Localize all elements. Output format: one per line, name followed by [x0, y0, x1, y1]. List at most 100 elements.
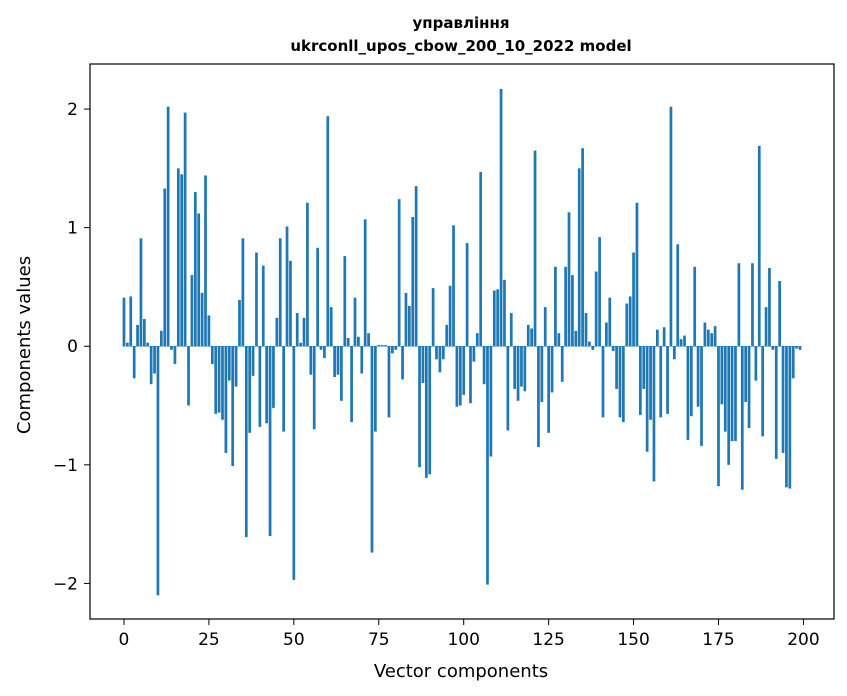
bar [166, 106, 170, 347]
y-tick-label: 0 [67, 337, 78, 357]
bar [520, 346, 523, 387]
bar [496, 289, 500, 347]
bar [146, 342, 150, 347]
bar [411, 216, 415, 347]
x-tick-label: 125 [532, 630, 564, 650]
bar [180, 174, 184, 347]
bar [479, 171, 483, 347]
bar [187, 346, 190, 406]
plot-frame [89, 63, 835, 620]
bar [458, 346, 462, 406]
bar [734, 346, 737, 442]
bar [611, 346, 615, 351]
bar [649, 346, 652, 420]
x-tick-label: 25 [198, 630, 220, 650]
bar [210, 346, 214, 365]
bar [574, 330, 578, 347]
bar [329, 307, 333, 347]
bar [693, 266, 697, 347]
bar [571, 275, 574, 347]
bar [377, 345, 381, 347]
bar [207, 315, 211, 347]
bar [289, 260, 292, 347]
x-tick-label: 200 [787, 630, 819, 650]
bar [156, 346, 160, 596]
bar [367, 333, 370, 347]
bar [265, 346, 269, 424]
bar [703, 322, 707, 347]
bar [455, 346, 459, 407]
bar [547, 346, 550, 433]
bar [170, 346, 173, 350]
bar [730, 346, 734, 442]
bar [448, 285, 452, 347]
bar [598, 237, 601, 347]
bar [312, 346, 316, 430]
bar [526, 324, 530, 347]
bar [217, 346, 221, 413]
x-tick-label: 50 [283, 630, 305, 650]
bar [560, 346, 564, 382]
bar [363, 219, 367, 347]
bar [516, 346, 520, 401]
bar [564, 266, 567, 347]
bar [740, 346, 744, 490]
bar [238, 299, 241, 347]
chart-title-line1: управління [413, 14, 510, 32]
bar [407, 305, 411, 347]
bar [710, 333, 714, 347]
bar [292, 346, 296, 580]
x-tick-label: 75 [368, 630, 390, 650]
bar [700, 346, 703, 446]
bar [754, 346, 758, 381]
bar [554, 266, 557, 347]
bar [676, 244, 680, 347]
bar [183, 112, 187, 347]
bar [798, 346, 802, 350]
bar [153, 346, 156, 374]
bar [380, 345, 384, 347]
bar [173, 346, 177, 365]
bar [268, 346, 272, 536]
y-tick-label: 2 [67, 100, 78, 120]
bar [659, 346, 663, 418]
bar [323, 346, 326, 359]
bar [601, 346, 605, 418]
bar [346, 337, 350, 347]
bar [737, 263, 741, 347]
bar [608, 297, 612, 347]
bar [757, 145, 761, 347]
bar [435, 346, 438, 360]
x-axis-label: Vector components [374, 661, 548, 682]
bar [506, 346, 510, 431]
bar [414, 186, 418, 347]
bar [639, 346, 642, 416]
bar [391, 346, 394, 354]
bar [781, 346, 785, 453]
bar [482, 346, 486, 385]
bar [319, 346, 323, 350]
bar [421, 346, 425, 383]
bar [764, 307, 768, 347]
bar [428, 346, 432, 475]
y-tick-label: 1 [67, 219, 78, 239]
bar [717, 346, 720, 487]
bar [774, 346, 778, 459]
bar [387, 346, 391, 418]
bar [299, 342, 302, 347]
bar [431, 288, 435, 347]
bar [577, 168, 581, 347]
bar [723, 346, 727, 432]
bar [159, 330, 163, 347]
bar [628, 296, 632, 347]
x-ticks: 0 25 50 75 100 125 150 175 200 [119, 619, 820, 650]
bar [136, 324, 139, 347]
bar [795, 346, 798, 349]
bar [258, 346, 262, 427]
bar [143, 318, 146, 347]
bar [751, 263, 754, 347]
bar [234, 346, 238, 387]
bar [489, 346, 493, 457]
bar [302, 317, 306, 347]
bar [706, 329, 710, 347]
